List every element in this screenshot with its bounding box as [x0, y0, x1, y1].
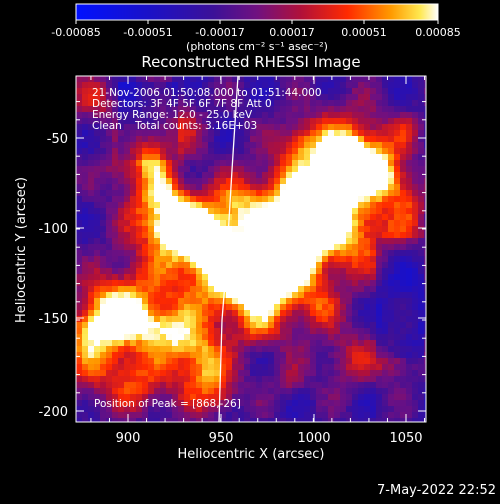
plot-title: Reconstructed RHESSI Image	[141, 53, 360, 71]
colorbar-unit-label: (photons cm⁻² s⁻¹ asec⁻²)	[186, 40, 328, 53]
colorbar-tick-label-1: -0.00051	[123, 26, 172, 39]
peak-position-text: Position of Peak = [868,-26]	[94, 398, 241, 410]
x-tick-label-950: 950	[209, 431, 234, 446]
colorbar	[75, 3, 439, 21]
x-tick-label-1000: 1000	[297, 431, 330, 446]
info-line-clean: Clean Total counts: 3.16E+03	[92, 120, 257, 132]
colorbar-tick-label-2: -0.00017	[195, 26, 244, 39]
colorbar-tick-label-4: 0.00051	[341, 26, 387, 39]
info-line-detectors: Detectors: 3F 4F 5F 6F 7F 8F Att 0	[92, 98, 272, 110]
x-axis-label: Heliocentric X (arcsec)	[178, 447, 325, 462]
footer-date: 7-May-2022 22:52	[377, 483, 496, 498]
y-tick-label-neg100: -100	[38, 222, 68, 237]
solar-limb-line	[218, 75, 239, 423]
heatmap-image	[76, 76, 426, 422]
y-tick-label-neg50: -50	[47, 132, 68, 147]
colorbar-tick-label-0: -0.00085	[51, 26, 100, 39]
axis-ticks	[76, 76, 426, 422]
y-tick-label-neg150: -150	[38, 312, 68, 327]
y-tick-label-neg200: -200	[38, 405, 68, 420]
x-tick-label-1050: 1050	[389, 431, 422, 446]
plot-frame	[75, 75, 427, 423]
info-line-time: 21-Nov-2006 01:50:08.000 to 01:51:44.000	[92, 87, 322, 99]
colorbar-tick-label-5: 0.00085	[415, 26, 461, 39]
y-axis-label: Heliocentric Y (arcsec)	[14, 177, 29, 323]
colorbar-ticks	[75, 20, 439, 24]
x-tick-label-900: 900	[116, 431, 141, 446]
info-text-block: 21-Nov-2006 01:50:08.000 to 01:51:44.000…	[92, 87, 322, 132]
info-line-energy: Energy Range: 12.0 - 25.0 keV	[92, 109, 253, 121]
colorbar-tick-label-3: 0.00017	[269, 26, 315, 39]
